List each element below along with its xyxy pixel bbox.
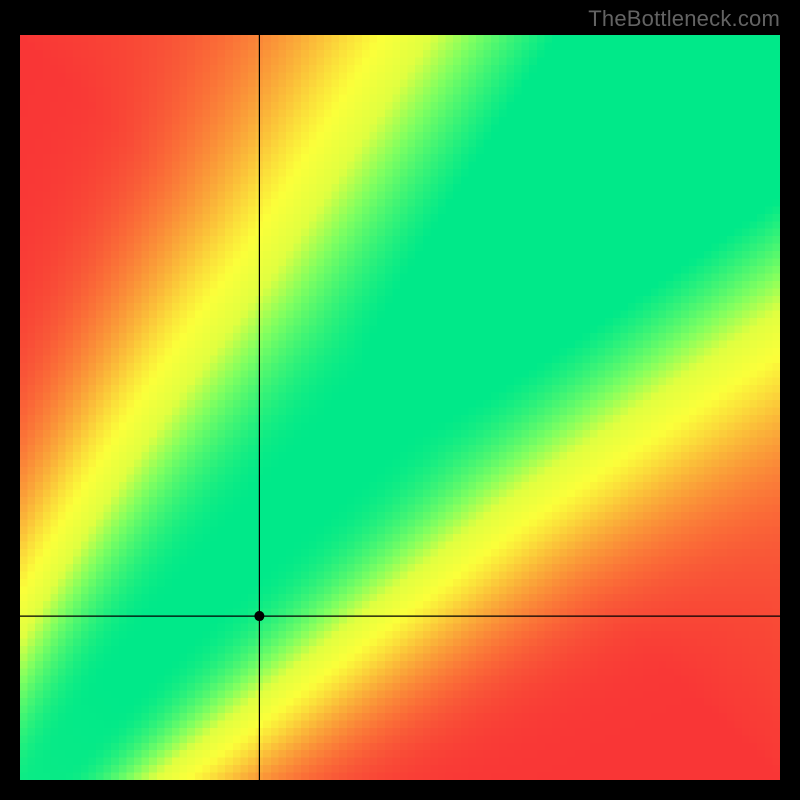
watermark-text: TheBottleneck.com <box>588 6 780 32</box>
crosshair-overlay <box>20 35 780 780</box>
heatmap-plot <box>20 35 780 780</box>
